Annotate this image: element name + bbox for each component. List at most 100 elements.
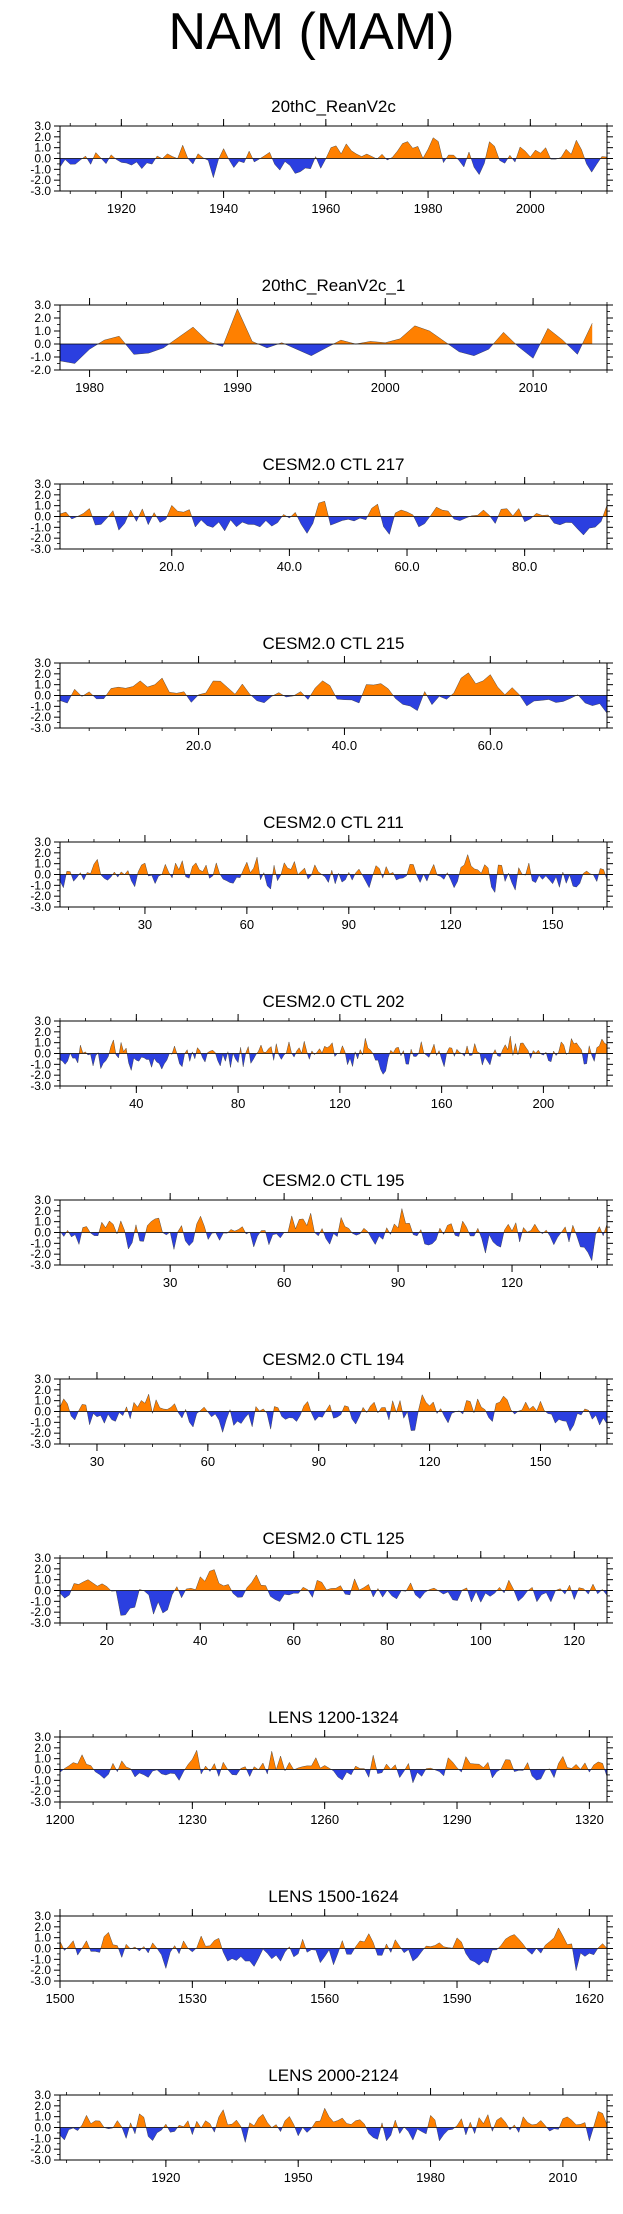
series-line xyxy=(59,137,608,179)
negative-area xyxy=(60,1590,607,1616)
x-tick-label: 60 xyxy=(277,1275,291,1290)
panel-7: CESM2.0 CTL 195 3.02.01.00.0-1.0-2.0-3.0 3… xyxy=(30,1171,613,1290)
y-tick-label: 0.0 xyxy=(34,510,51,524)
x-tick-label: 2010 xyxy=(548,2170,577,2185)
y-tick-label: -1.0 xyxy=(30,520,51,534)
x-tick-label: 1230 xyxy=(178,1812,207,1827)
x-tick-label: 60 xyxy=(240,917,254,932)
series-line xyxy=(59,308,593,364)
y-tick-label: -2.0 xyxy=(30,1784,51,1798)
y-tick-label: -3.0 xyxy=(30,1258,51,1272)
x-tick-label: 150 xyxy=(542,917,564,932)
y-tick-label: -3.0 xyxy=(30,900,51,914)
panel-title: CESM2.0 CTL 215 xyxy=(262,634,404,653)
panel-title: LENS 2000-2124 xyxy=(268,2066,398,2085)
y-tick-label: -1.0 xyxy=(30,1773,51,1787)
y-tick-label: 0.0 xyxy=(34,2121,51,2135)
y-tick-label: 2.0 xyxy=(34,1741,51,1755)
y-tick-label: 3.0 xyxy=(34,1193,51,1207)
panel-title: 20thC_ReanV2c_1 xyxy=(262,276,406,295)
y-tick-label: -2.0 xyxy=(30,1247,51,1261)
series-line xyxy=(59,1036,608,1075)
positive-area xyxy=(71,1569,604,1591)
x-tick-label: 80.0 xyxy=(512,559,537,574)
y-tick-label: -2.0 xyxy=(30,889,51,903)
y-tick-label: -3.0 xyxy=(30,1795,51,1809)
y-tick-label: 0.0 xyxy=(34,1942,51,1956)
y-tick-label: -1.0 xyxy=(30,1594,51,1608)
y-tick-label: -1.0 xyxy=(30,2131,51,2145)
y-tick-label: 2.0 xyxy=(34,846,51,860)
y-tick-label: -3.0 xyxy=(30,184,51,198)
x-tick-label: 60 xyxy=(201,1454,215,1469)
series-line xyxy=(59,1749,608,1784)
x-tick-label: 40 xyxy=(193,1633,207,1648)
y-tick-label: 0.0 xyxy=(34,1584,51,1598)
y-tick-label: -1.0 xyxy=(30,350,51,364)
y-tick-label: 0.0 xyxy=(34,1763,51,1777)
y-tick-label: -2.0 xyxy=(30,710,51,724)
y-tick-label: -2.0 xyxy=(30,1605,51,1619)
y-tick-label: 3.0 xyxy=(34,656,51,670)
x-tick-label: 1940 xyxy=(209,201,238,216)
x-tick-label: 40.0 xyxy=(277,559,302,574)
panel-4: CESM2.0 CTL 215 3.02.01.00.0-1.0-2.0-3.0 2… xyxy=(30,634,613,753)
panel-11: LENS 1500-1624 3.02.01.00.0-1.0-2.0-3.0 15… xyxy=(30,1887,613,2006)
x-tick-label: 100 xyxy=(470,1633,492,1648)
x-tick-label: 1980 xyxy=(75,380,104,395)
x-tick-label: 90 xyxy=(311,1454,325,1469)
x-tick-label: 120 xyxy=(329,1096,351,1111)
y-tick-label: -3.0 xyxy=(30,2153,51,2167)
x-tick-label: 1260 xyxy=(310,1812,339,1827)
y-tick-label: -1.0 xyxy=(30,1236,51,1250)
x-tick-label: 1320 xyxy=(575,1812,604,1827)
y-tick-label: -2.0 xyxy=(30,1068,51,1082)
x-tick-label: 2010 xyxy=(519,380,548,395)
x-tick-label: 90 xyxy=(391,1275,405,1290)
panel-3: CESM2.0 CTL 217 3.02.01.00.0-1.0-2.0-3.0 2… xyxy=(30,455,613,574)
x-tick-label: 1980 xyxy=(414,201,443,216)
x-tick-label: 120 xyxy=(501,1275,523,1290)
panel-title: 20thC_ReanV2c xyxy=(271,97,396,116)
y-tick-label: 2.0 xyxy=(34,1025,51,1039)
y-tick-label: -3.0 xyxy=(30,1079,51,1093)
panel-title: CESM2.0 CTL 194 xyxy=(262,1350,404,1369)
negative-area xyxy=(63,1948,598,1971)
plot-frame xyxy=(59,304,608,371)
y-tick-label: 1.0 xyxy=(34,857,51,871)
x-tick-label: 2000 xyxy=(371,380,400,395)
negative-area xyxy=(69,516,603,536)
y-tick-label: 1.0 xyxy=(34,324,51,338)
x-tick-label: 1920 xyxy=(151,2170,180,2185)
y-tick-label: 2.0 xyxy=(34,1920,51,1934)
series-line xyxy=(59,1927,608,1971)
y-tick-label: 2.0 xyxy=(34,130,51,144)
positive-area xyxy=(63,1750,605,1770)
y-tick-label: -1.0 xyxy=(30,699,51,713)
x-tick-label: 60.0 xyxy=(478,738,503,753)
series-line xyxy=(59,1208,608,1262)
main-title: NAM (MAM) xyxy=(168,3,455,61)
panel-title: LENS 1500-1624 xyxy=(268,1887,398,1906)
positive-area xyxy=(60,1927,607,1949)
positive-area xyxy=(60,501,607,517)
x-tick-label: 1290 xyxy=(443,1812,472,1827)
series-line xyxy=(59,500,608,536)
x-tick-label: 40 xyxy=(129,1096,143,1111)
x-tick-label: 1960 xyxy=(311,201,340,216)
y-tick-label: -3.0 xyxy=(30,1616,51,1630)
y-tick-label: 2.0 xyxy=(34,1383,51,1397)
panel-title: CESM2.0 CTL 195 xyxy=(262,1171,404,1190)
panel-6: CESM2.0 CTL 202 3.02.01.00.0-1.0-2.0-3.0 4… xyxy=(30,992,613,1111)
panel-title: CESM2.0 CTL 217 xyxy=(262,455,404,474)
x-tick-label: 1990 xyxy=(223,380,252,395)
y-tick-label: -1.0 xyxy=(30,162,51,176)
y-tick-label: 3.0 xyxy=(34,835,51,849)
x-tick-label: 60.0 xyxy=(394,559,419,574)
x-tick-label: 1980 xyxy=(416,2170,445,2185)
positive-area xyxy=(82,137,608,159)
series-line xyxy=(59,1569,608,1616)
y-tick-label: 0.0 xyxy=(34,689,51,703)
panel-title: CESM2.0 CTL 125 xyxy=(262,1529,404,1548)
y-tick-label: -3.0 xyxy=(30,721,51,735)
